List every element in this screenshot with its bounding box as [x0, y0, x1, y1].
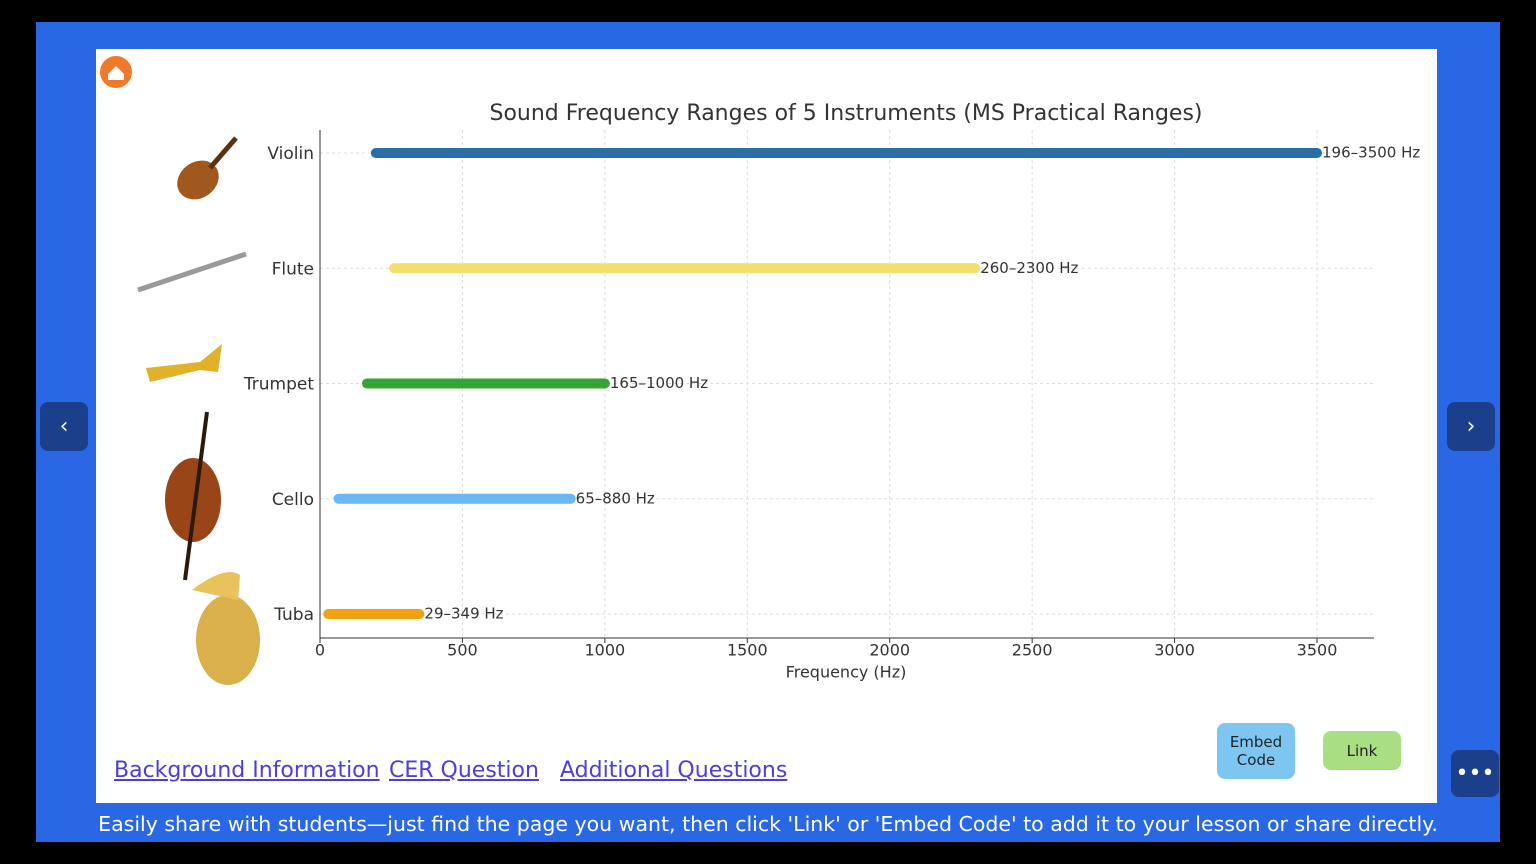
x-tick-label: 3500 — [1297, 641, 1338, 660]
y-tick-label: Flute — [272, 259, 314, 279]
chart-title: Sound Frequency Ranges of 5 Instruments … — [489, 101, 1202, 126]
link[interactable]: Background Information — [114, 758, 380, 783]
more-button[interactable]: ••• — [1451, 750, 1499, 797]
x-tick-label: 500 — [447, 641, 478, 660]
y-tick-label: Violin — [267, 144, 314, 164]
x-tick-label: 1000 — [585, 641, 626, 660]
next-button[interactable]: › — [1447, 402, 1495, 451]
y-tick-label: Cello — [272, 490, 314, 510]
instrument-images — [137, 136, 260, 685]
y-tick-label: Trumpet — [243, 375, 314, 395]
link[interactable]: Additional Questions — [560, 758, 788, 783]
value-label: 165–1000 Hz — [610, 374, 708, 392]
x-tick-label: 0 — [315, 641, 325, 660]
embed-button[interactable]: Embed Code — [1217, 723, 1295, 779]
value-label: 196–3500 Hz — [1322, 144, 1420, 162]
y-tick-label: Tuba — [273, 605, 314, 625]
value-label: 260–2300 Hz — [980, 259, 1078, 277]
x-axis-label: Frequency (Hz) — [786, 663, 907, 682]
x-tick-label: 3000 — [1154, 641, 1195, 660]
footer-text: Easily share with students—just find the… — [98, 812, 1438, 836]
x-tick-label: 1500 — [727, 641, 768, 660]
link-button[interactable]: Link — [1323, 731, 1401, 770]
link[interactable]: CER Question — [389, 758, 539, 783]
x-tick-label: 2000 — [869, 641, 910, 660]
x-tick-label: 2500 — [1012, 641, 1053, 660]
value-label: 65–880 Hz — [576, 489, 655, 507]
home-icon — [108, 66, 124, 80]
prev-button[interactable]: ‹ — [40, 402, 88, 451]
value-label: 29–349 Hz — [424, 605, 503, 623]
